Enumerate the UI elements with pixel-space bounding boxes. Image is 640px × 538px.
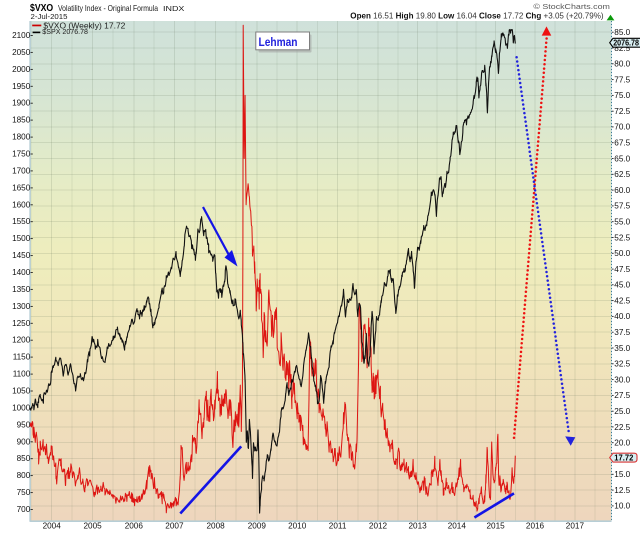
- svg-text:2016: 2016: [526, 522, 545, 531]
- svg-text:25.0: 25.0: [614, 407, 630, 416]
- svg-text:1200: 1200: [12, 336, 31, 345]
- svg-text:70.0: 70.0: [614, 123, 630, 132]
- svg-text:1350: 1350: [12, 285, 31, 294]
- svg-text:27.5: 27.5: [614, 391, 630, 400]
- svg-text:850: 850: [17, 454, 31, 463]
- svg-text:900: 900: [17, 437, 31, 446]
- svg-text:72.5: 72.5: [614, 107, 630, 116]
- svg-text:50.0: 50.0: [614, 249, 630, 258]
- svg-text:55.0: 55.0: [614, 218, 630, 227]
- svg-text:2013: 2013: [408, 522, 427, 531]
- svg-text:$VXO: $VXO: [30, 2, 53, 14]
- svg-text:35.0: 35.0: [614, 344, 630, 353]
- svg-text:Open 16.51 High 19.80 Low 16.0: Open 16.51 High 19.80 Low 16.04 Close 17…: [350, 12, 604, 21]
- svg-text:77.5: 77.5: [614, 75, 630, 84]
- svg-text:2009: 2009: [248, 522, 267, 531]
- svg-text:2000: 2000: [12, 65, 31, 74]
- svg-text:1100: 1100: [13, 370, 31, 379]
- svg-text:750: 750: [17, 488, 31, 497]
- svg-text:22.5: 22.5: [614, 423, 630, 432]
- svg-text:2011: 2011: [329, 522, 347, 531]
- svg-text:1900: 1900: [12, 99, 31, 108]
- svg-text:800: 800: [17, 471, 31, 480]
- svg-text:2017: 2017: [566, 522, 585, 531]
- svg-text:950: 950: [17, 420, 31, 429]
- svg-text:80.0: 80.0: [614, 60, 630, 69]
- svg-text:2015: 2015: [486, 522, 505, 531]
- svg-text:57.5: 57.5: [614, 202, 630, 211]
- svg-text:© StockCharts.com: © StockCharts.com: [533, 2, 610, 11]
- svg-text:47.5: 47.5: [614, 265, 630, 274]
- svg-text:1400: 1400: [12, 268, 31, 277]
- svg-text:40.0: 40.0: [614, 312, 630, 321]
- svg-text:37.5: 37.5: [614, 328, 630, 337]
- svg-text:1650: 1650: [12, 183, 31, 192]
- svg-text:85.0: 85.0: [614, 28, 630, 37]
- svg-text:2005: 2005: [83, 522, 102, 531]
- svg-text:1600: 1600: [12, 200, 31, 209]
- svg-text:Lehman: Lehman: [259, 37, 298, 49]
- svg-text:2008: 2008: [206, 522, 225, 531]
- svg-text:2076.78: 2076.78: [613, 39, 639, 48]
- svg-text:2006: 2006: [125, 522, 144, 531]
- svg-text:17.72: 17.72: [614, 453, 633, 462]
- svg-text:2014: 2014: [448, 522, 467, 531]
- svg-text:1450: 1450: [12, 251, 31, 260]
- svg-text:1750: 1750: [12, 150, 31, 159]
- svg-text:1800: 1800: [12, 133, 31, 142]
- svg-text:1150: 1150: [13, 353, 31, 362]
- svg-text:1950: 1950: [12, 82, 31, 91]
- svg-text:65.0: 65.0: [614, 154, 630, 163]
- svg-text:2-Jul-2015: 2-Jul-2015: [31, 12, 68, 21]
- svg-text:75.0: 75.0: [614, 91, 630, 100]
- svg-text:20.0: 20.0: [614, 439, 630, 448]
- svg-text:15.0: 15.0: [614, 470, 630, 479]
- svg-text:52.5: 52.5: [614, 233, 630, 242]
- svg-text:60.0: 60.0: [614, 186, 630, 195]
- svg-text:1000: 1000: [12, 403, 31, 412]
- svg-text:1250: 1250: [12, 319, 31, 328]
- svg-text:1850: 1850: [12, 116, 31, 125]
- svg-text:1050: 1050: [12, 387, 31, 396]
- svg-text:Volatility Index - Original Fo: Volatility Index - Original Formula: [58, 3, 158, 13]
- svg-text:42.5: 42.5: [614, 296, 630, 305]
- svg-text:2007: 2007: [165, 522, 184, 531]
- svg-text:12.5: 12.5: [614, 486, 630, 495]
- svg-text:67.5: 67.5: [614, 139, 630, 148]
- svg-text:2100: 2100: [12, 31, 31, 40]
- svg-text:62.5: 62.5: [614, 170, 630, 179]
- svg-text:1300: 1300: [12, 302, 31, 311]
- svg-text:30.0: 30.0: [614, 375, 630, 384]
- svg-text:$VXO (Weekly) 17.72: $VXO (Weekly) 17.72: [43, 20, 125, 30]
- svg-text:1550: 1550: [12, 217, 31, 226]
- svg-text:2050: 2050: [12, 48, 31, 57]
- svg-text:45.0: 45.0: [614, 281, 630, 290]
- svg-text:82.5: 82.5: [614, 44, 630, 53]
- svg-text:2010: 2010: [288, 522, 307, 531]
- svg-text:700: 700: [17, 505, 31, 514]
- svg-text:$SPX 2076.78: $SPX 2076.78: [42, 27, 88, 36]
- svg-text:INDX: INDX: [163, 4, 184, 13]
- svg-text:32.5: 32.5: [614, 360, 630, 369]
- svg-text:2004: 2004: [43, 522, 62, 531]
- svg-text:1500: 1500: [12, 234, 31, 243]
- svg-text:1700: 1700: [12, 166, 31, 175]
- svg-text:10.0: 10.0: [614, 502, 630, 511]
- svg-text:2012: 2012: [369, 522, 388, 531]
